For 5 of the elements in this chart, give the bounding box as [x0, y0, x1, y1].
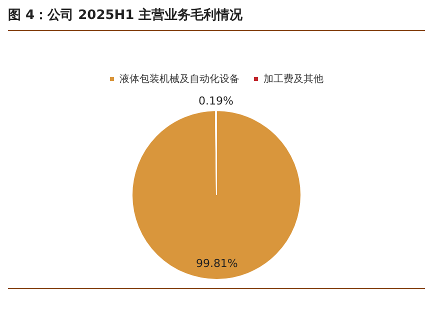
legend-label: 液体包装机械及自动化设备 [120, 72, 240, 85]
data-label: 99.81% [196, 257, 238, 270]
chart-title: 图 4：公司 2025H1 主营业务毛利情况 [8, 6, 425, 31]
legend-label: 加工费及其他 [264, 72, 324, 85]
data-label: 0.19% [198, 94, 234, 108]
